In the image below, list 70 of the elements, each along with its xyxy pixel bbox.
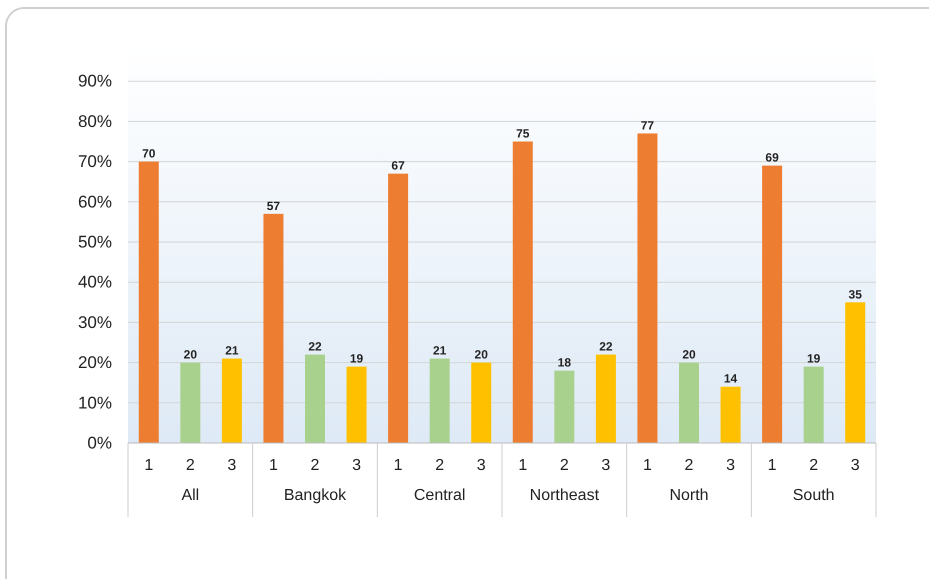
data-label: 14 — [724, 372, 738, 386]
text: 2 — [560, 457, 569, 474]
data-label: 20 — [474, 348, 488, 362]
bar — [720, 386, 741, 443]
data-label: 70 — [142, 146, 156, 161]
y-tick-label: 50% — [78, 232, 112, 252]
data-label: 20 — [682, 348, 696, 362]
bar — [222, 358, 242, 443]
bar — [679, 362, 699, 443]
series-label: 3 — [227, 457, 236, 474]
data-label: 35 — [848, 287, 862, 302]
bar — [180, 362, 200, 443]
text: 2 — [435, 457, 444, 474]
bar — [845, 302, 866, 443]
text: 3 — [601, 457, 610, 474]
x-tick-label: All — [181, 487, 200, 504]
data-label: 57 — [266, 198, 280, 213]
text: 3 — [726, 457, 736, 474]
text: 3 — [476, 457, 486, 474]
bar — [804, 366, 824, 443]
x-tick-label: South — [792, 487, 835, 504]
data-label: 21 — [432, 344, 447, 358]
bar — [596, 354, 616, 443]
bar — [637, 133, 658, 443]
data-label: 19 — [806, 352, 821, 366]
data-label: 69 — [765, 150, 780, 165]
series-label: 1 — [144, 457, 154, 474]
text: 2 — [809, 457, 818, 474]
data-label: 19 — [350, 352, 364, 366]
y-tick-label: 60% — [78, 192, 112, 212]
data-label: 75 — [516, 126, 530, 140]
bar — [512, 142, 533, 443]
x-tick-label: North — [669, 487, 709, 504]
y-tick-label: 0% — [87, 433, 112, 452]
x-tick-label: Northeast — [530, 487, 600, 504]
text: 1 — [394, 457, 403, 474]
bar — [430, 358, 450, 443]
y-tick-label: 40% — [78, 272, 112, 292]
bar — [388, 174, 408, 443]
text: 1 — [268, 457, 278, 474]
y-tick-label: 10% — [78, 393, 112, 412]
y-tick-label: 70% — [78, 152, 112, 172]
data-label: 20 — [184, 348, 198, 362]
text: 1 — [642, 457, 652, 474]
bar — [471, 362, 492, 443]
text: 1 — [768, 457, 777, 474]
y-tick-label: 20% — [78, 353, 112, 372]
text: 3 — [352, 457, 362, 474]
data-label: 22 — [599, 340, 613, 354]
text: 1 — [518, 457, 528, 474]
bar — [762, 166, 782, 443]
data-label: 67 — [391, 158, 406, 173]
bar — [263, 214, 284, 443]
data-label: 77 — [640, 118, 654, 132]
data-label: 21 — [225, 344, 239, 358]
x-tick-label: Central — [414, 487, 466, 504]
y-tick-label: 80% — [78, 112, 112, 131]
bar — [305, 354, 325, 443]
text: 2 — [684, 457, 694, 474]
bar — [138, 162, 159, 443]
data-label: 18 — [558, 356, 572, 370]
y-tick-label: 90% — [78, 72, 112, 91]
data-label: 22 — [308, 340, 322, 354]
text: 3 — [850, 457, 860, 474]
y-tick-label: 30% — [78, 312, 112, 332]
series-label: 2 — [186, 457, 195, 474]
text: 2 — [310, 457, 320, 474]
bar — [554, 370, 574, 443]
x-tick-label: Bangkok — [284, 487, 348, 504]
bar — [346, 366, 367, 443]
